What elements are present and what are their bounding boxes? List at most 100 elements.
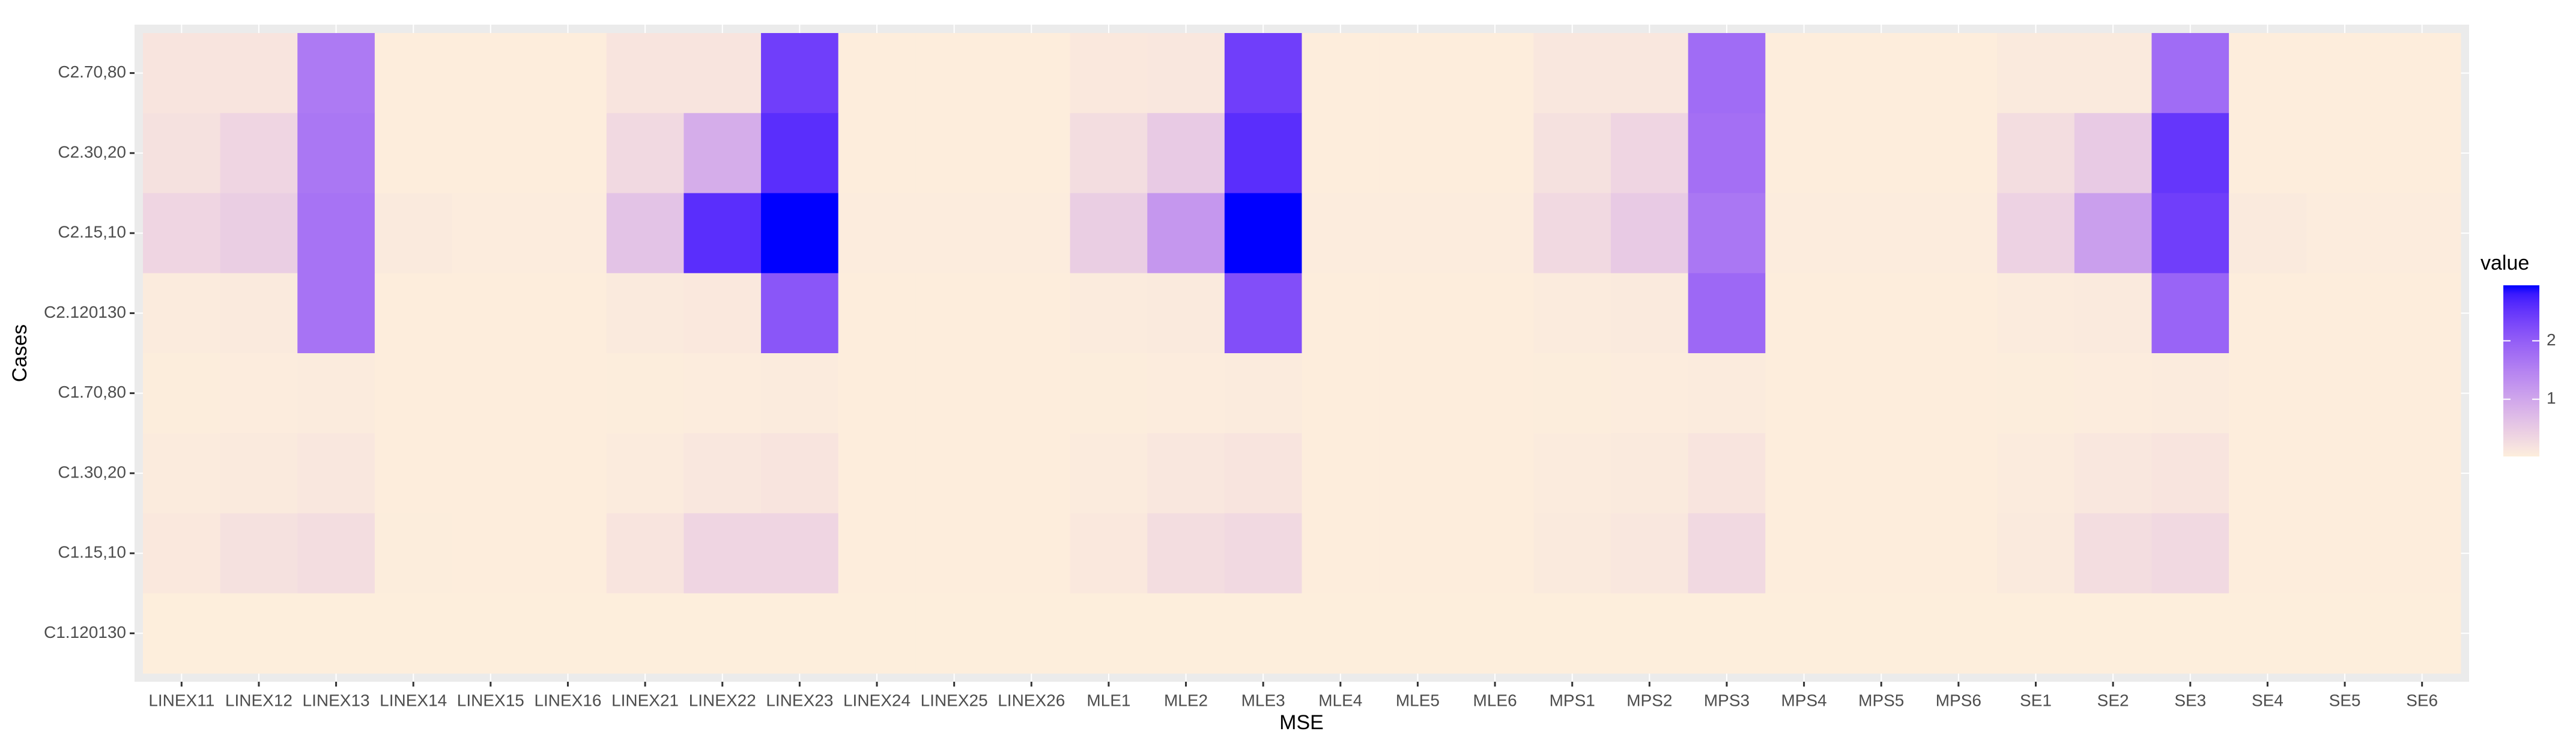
heatmap-tile — [683, 273, 762, 354]
x-tick-label: LINEX25 — [921, 691, 988, 709]
heatmap-tile — [220, 273, 298, 354]
heatmap-tile — [2383, 433, 2461, 514]
heatmap-tile — [992, 113, 1071, 193]
heatmap-tile — [2151, 273, 2229, 354]
heatmap-tile — [1224, 353, 1302, 434]
heatmap-tile — [1302, 273, 1380, 354]
heatmap-tile — [1302, 593, 1380, 674]
heatmap-tile — [1456, 273, 1534, 354]
heatmap-tile — [992, 433, 1071, 514]
heatmap-tile — [1379, 33, 1457, 114]
x-tick-label: SE6 — [2406, 691, 2438, 709]
heatmap-tile — [915, 353, 993, 434]
heatmap-tile — [1302, 513, 1380, 594]
heatmap-tile — [143, 593, 221, 674]
heatmap-tile — [1379, 193, 1457, 274]
heatmap-tile — [1533, 113, 1611, 193]
heatmap-tile — [1533, 273, 1611, 354]
heatmap-tile — [1842, 193, 1921, 274]
heatmap-tile — [683, 33, 762, 114]
x-tick-label: SE5 — [2329, 691, 2361, 709]
heatmap-tile — [374, 353, 453, 434]
heatmap-tile — [143, 433, 221, 514]
heatmap-tile — [1997, 33, 2075, 114]
x-tick-label: LINEX15 — [457, 691, 524, 709]
heatmap-tile — [1147, 113, 1225, 193]
heatmap-tile — [606, 433, 684, 514]
heatmap-tile — [1379, 593, 1457, 674]
heatmap-tile — [220, 33, 298, 114]
heatmap-tile — [1997, 113, 2075, 193]
heatmap-tile — [1997, 193, 2075, 274]
heatmap-tile — [1765, 33, 1843, 114]
x-tick-label: MLE6 — [1473, 691, 1517, 709]
x-tick-label: LINEX12 — [225, 691, 292, 709]
x-tick-label: MLE2 — [1164, 691, 1208, 709]
heatmap-tile — [838, 113, 916, 193]
heatmap-tile — [1920, 273, 1998, 354]
heatmap-tile — [374, 113, 453, 193]
x-tick-label: LINEX26 — [998, 691, 1065, 709]
heatmap-tile — [2306, 353, 2384, 434]
x-tick-label: SE1 — [2020, 691, 2052, 709]
heatmap-tile — [761, 353, 839, 434]
heatmap-tile — [220, 593, 298, 674]
x-tick-label: MPS3 — [1704, 691, 1750, 709]
heatmap-tile — [2306, 193, 2384, 274]
heatmap-tile — [2383, 593, 2461, 674]
heatmap-tile — [606, 33, 684, 114]
heatmap-tile — [1147, 433, 1225, 514]
heatmap-tile — [683, 113, 762, 193]
heatmap-tile — [606, 273, 684, 354]
heatmap-tile — [1224, 113, 1302, 193]
heatmap-tile — [1997, 273, 2075, 354]
x-tick-label: LINEX13 — [303, 691, 370, 709]
heatmap-tile — [1533, 433, 1611, 514]
x-tick-label: MLE3 — [1241, 691, 1285, 709]
heatmap-tile — [2074, 513, 2152, 594]
heatmap-tile — [1688, 33, 1766, 114]
heatmap-tile — [1611, 513, 1689, 594]
heatmap-tile — [1147, 193, 1225, 274]
y-tick-label: C1.70,80 — [58, 383, 126, 401]
legend-title: value — [2481, 252, 2529, 274]
heatmap-tile — [452, 273, 530, 354]
heatmap-tile — [529, 33, 607, 114]
x-tick-label: SE3 — [2174, 691, 2206, 709]
heatmap-tile — [452, 33, 530, 114]
heatmap-tile — [529, 353, 607, 434]
heatmap-tile — [683, 353, 762, 434]
heatmap-tile — [2074, 273, 2152, 354]
heatmap-tile — [297, 273, 375, 354]
heatmap-tile — [606, 193, 684, 274]
heatmap-tile — [143, 33, 221, 114]
heatmap-tile — [1147, 33, 1225, 114]
heatmap-tile — [1611, 593, 1689, 674]
heatmap-tile — [1842, 113, 1921, 193]
heatmap-tile — [1688, 193, 1766, 274]
heatmap-tile — [1302, 113, 1380, 193]
heatmap-tile — [915, 193, 993, 274]
heatmap-tile — [1070, 33, 1148, 114]
heatmap-tile — [992, 353, 1071, 434]
heatmap-tile — [838, 193, 916, 274]
heatmap-tile — [1765, 593, 1843, 674]
heatmap-tile — [1688, 273, 1766, 354]
heatmap-tile — [1379, 353, 1457, 434]
heatmap-tile — [1842, 513, 1921, 594]
heatmap-tile — [1533, 513, 1611, 594]
heatmap-tile — [1533, 33, 1611, 114]
heatmap-tile — [297, 193, 375, 274]
x-tick-label: SE2 — [2097, 691, 2129, 709]
heatmap-tile — [992, 33, 1071, 114]
heatmap-tile — [1456, 433, 1534, 514]
heatmap-tile — [1147, 513, 1225, 594]
heatmap-tile — [1070, 113, 1148, 193]
heatmap-tile — [1070, 353, 1148, 434]
heatmap-tile — [1611, 193, 1689, 274]
heatmap-tile — [1379, 433, 1457, 514]
x-tick-label: MPS1 — [1550, 691, 1595, 709]
heatmap-tile — [2074, 113, 2152, 193]
heatmap-tile — [683, 513, 762, 594]
heatmap-tile — [143, 113, 221, 193]
